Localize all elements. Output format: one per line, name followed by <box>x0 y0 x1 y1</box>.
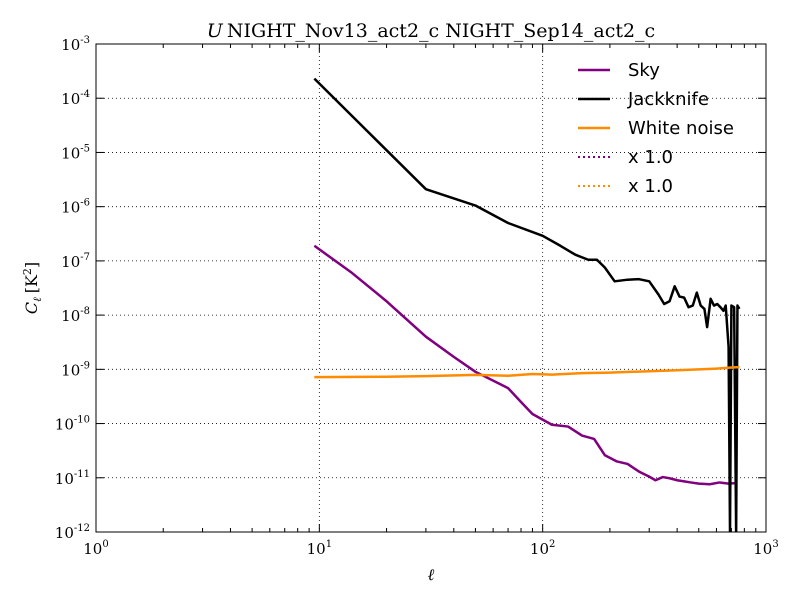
series-line-0 <box>313 244 737 486</box>
x-tick-base: 10 <box>307 540 326 558</box>
y-tick-base: 10 <box>61 36 80 54</box>
plot-frame <box>95 43 767 533</box>
legend-label-3: x 1.0 <box>628 147 673 168</box>
y-tick-base: 10 <box>55 524 74 542</box>
x-tick-label: 102 <box>530 539 555 558</box>
series-layer <box>313 77 741 532</box>
x-tick-label: 103 <box>753 539 778 558</box>
y-tick-base: 10 <box>61 199 80 217</box>
y-tick-base: 10 <box>61 90 80 108</box>
tick-labels: 100 101 102 10310-1210-1110-1010-910-810-71… <box>55 35 779 558</box>
y-tick-exp: -4 <box>80 89 90 100</box>
x-axis-label: ℓ <box>428 565 435 584</box>
y-tick-label: 10-8 <box>61 306 90 325</box>
y-tick-exp: -5 <box>80 143 90 154</box>
y-tick-label: 10-12 <box>55 523 90 542</box>
y-tick-exp: -6 <box>80 198 90 209</box>
legend-label-0: Sky <box>628 60 660 81</box>
x-tick-base: 10 <box>753 540 772 558</box>
x-tick-base: 10 <box>83 540 102 558</box>
y-tick-exp: -7 <box>80 252 90 263</box>
y-tick-base: 10 <box>55 470 74 488</box>
y-tick-base: 10 <box>55 416 74 434</box>
y-tick-label: 10-3 <box>61 35 90 54</box>
y-tick-base: 10 <box>61 307 80 325</box>
y-tick-label: 10-5 <box>61 143 90 162</box>
x-tick-exp: 3 <box>772 539 778 550</box>
legend: Sky Jackknife White noise x 1.0 x 1.0 <box>578 60 734 197</box>
y-tick-exp: -11 <box>74 469 90 480</box>
y-label-sub: ℓ <box>31 297 44 302</box>
y-label-unit-end: ] <box>22 262 41 268</box>
y-label-unit: [K <box>22 274 41 293</box>
y-axis-label: Cℓ [K2] <box>21 262 44 314</box>
y-tick-exp: -12 <box>74 523 90 534</box>
y-tick-exp: -10 <box>74 415 90 426</box>
legend-label-4: x 1.0 <box>628 176 673 197</box>
legend-label-1: Jackknife <box>627 89 709 110</box>
y-tick-base: 10 <box>61 253 80 271</box>
series-line-2 <box>314 365 740 379</box>
y-tick-label: 10-11 <box>55 469 90 488</box>
chart-title: U NIGHT_Nov13_act2_c NIGHT_Sep14_act2_c <box>207 20 655 42</box>
x-tick-label: 101 <box>307 539 332 558</box>
y-tick-exp: -3 <box>80 35 90 46</box>
y-tick-base: 10 <box>61 144 80 162</box>
legend-label-2: White noise <box>628 118 734 139</box>
y-tick-label: 10-4 <box>61 89 90 108</box>
ticks <box>95 43 767 533</box>
y-label-main: C <box>22 302 41 314</box>
x-tick-label: 100 <box>83 539 108 558</box>
y-tick-label: 10-9 <box>61 360 90 379</box>
y-tick-base: 10 <box>61 361 80 379</box>
x-tick-exp: 2 <box>549 539 555 550</box>
y-tick-label: 10-10 <box>55 415 90 434</box>
title-text: NIGHT_Nov13_act2_c NIGHT_Sep14_act2_c <box>227 20 655 42</box>
y-tick-label: 10-6 <box>61 198 90 217</box>
title-symbol: U <box>207 20 224 42</box>
y-label-unit-sup: 2 <box>21 268 34 275</box>
y-tick-label: 10-7 <box>61 252 90 271</box>
x-tick-base: 10 <box>530 540 549 558</box>
x-tick-exp: 0 <box>102 539 108 550</box>
x-tick-exp: 1 <box>326 539 332 550</box>
series-line-1 <box>313 77 741 532</box>
y-tick-exp: -8 <box>80 306 90 317</box>
y-tick-exp: -9 <box>80 360 90 371</box>
